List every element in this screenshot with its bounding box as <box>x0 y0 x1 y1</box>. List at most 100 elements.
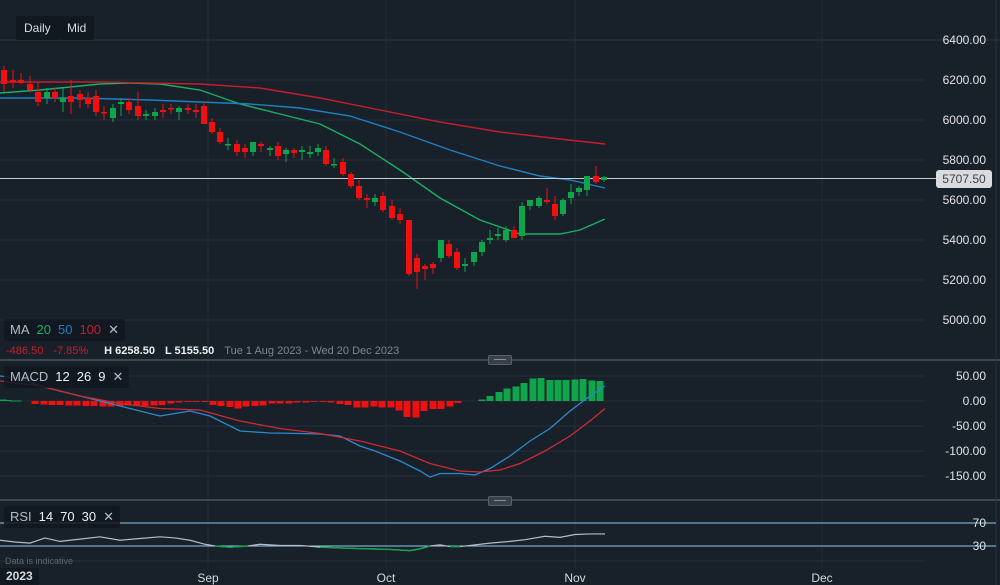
macd-histogram-bar <box>31 401 39 404</box>
macd-histogram-bar <box>437 401 445 409</box>
candle-body <box>250 142 256 152</box>
candle-body <box>568 192 574 198</box>
change-percent: -7.85% <box>53 345 89 357</box>
macd-histogram-bar <box>454 401 462 403</box>
macd-histogram-bar <box>361 401 369 408</box>
month-label: Dec <box>811 571 833 585</box>
candle-body <box>143 114 149 116</box>
remove-rsi-close-icon[interactable]: ✕ <box>103 509 114 524</box>
macd-tick: -150.00 <box>945 469 986 483</box>
rsi-oversold-segment <box>229 545 249 548</box>
macd-histogram-bar <box>310 401 318 402</box>
candle-body <box>1 70 7 84</box>
candle-body <box>552 204 558 216</box>
pane-resize-handle[interactable] <box>488 496 512 506</box>
candle-body <box>560 200 566 214</box>
macd-histogram-bar <box>403 401 411 417</box>
macd-histogram-bar <box>344 401 352 405</box>
macd-histogram-bar <box>327 401 335 403</box>
candle-body <box>519 206 525 236</box>
candle-body <box>160 110 166 112</box>
price-tick: 6400.00 <box>942 33 986 47</box>
rsi-period: 14 <box>38 509 54 524</box>
candle-body <box>52 92 58 98</box>
price-tick: 6200.00 <box>942 73 986 87</box>
candle-body <box>258 144 264 146</box>
interval-daily-button[interactable]: Daily <box>16 16 59 40</box>
candle-body <box>406 220 412 274</box>
candle-body <box>118 102 124 104</box>
rsi-legend: RSI 14 70 30 ✕ <box>4 506 120 528</box>
macd-histogram-bar <box>486 396 494 401</box>
moving-average-line <box>0 97 606 189</box>
macd-histogram-bar <box>395 401 403 411</box>
candle-body <box>44 92 50 98</box>
candle-body <box>101 112 107 114</box>
macd-histogram-bar <box>73 401 81 406</box>
macd-line <box>0 375 606 478</box>
candle-body <box>176 108 182 112</box>
candle-body <box>471 252 477 262</box>
price-tick: 6000.00 <box>942 113 986 127</box>
candle-body <box>397 214 403 220</box>
rsi-label: RSI <box>10 509 32 524</box>
date-range: Tue 1 Aug 2023 - Wed 20 Dec 2023 <box>224 345 400 357</box>
macd-histogram-bar <box>40 401 48 405</box>
macd-histogram-bar <box>4 400 12 401</box>
macd-histogram-bar <box>285 401 293 404</box>
macd-signal: 9 <box>98 369 106 384</box>
macd-histogram-bar <box>562 380 570 401</box>
price-mid-button[interactable]: Mid <box>59 16 95 40</box>
candle-body <box>242 148 248 152</box>
candle-body <box>35 92 41 102</box>
rsi-oversold-segment <box>349 547 371 550</box>
remove-macd-close-icon[interactable]: ✕ <box>112 369 124 384</box>
price-tick: 5400.00 <box>942 233 986 247</box>
macd-histogram-bar <box>387 401 395 408</box>
candle-body <box>372 198 378 202</box>
ma-label: MA <box>10 322 30 337</box>
macd-histogram-bar <box>82 401 90 406</box>
macd-histogram-bar <box>234 401 242 409</box>
remove-ma-close-icon[interactable]: ✕ <box>108 322 120 337</box>
ma100-period: 100 <box>79 322 102 337</box>
candle-body <box>315 148 321 152</box>
macd-histogram-bar <box>446 401 454 407</box>
macd-histogram-bar <box>529 378 537 401</box>
low-value: L 5155.50 <box>164 345 215 357</box>
candle-body <box>331 164 337 166</box>
candle-body <box>217 132 223 142</box>
macd-histogram-bar <box>150 401 158 406</box>
candle-body <box>168 108 174 110</box>
year-label: 2023 <box>0 568 39 585</box>
candle-body <box>77 94 83 100</box>
price-tick: 5000.00 <box>942 313 986 327</box>
pane-resize-handle[interactable] <box>488 355 512 365</box>
rsi-oversold-segment <box>389 548 411 552</box>
current-price-tag: 5707.50 <box>936 170 992 188</box>
candle-body <box>340 162 346 174</box>
macd-histogram-bar <box>588 380 596 401</box>
price-tick: 5200.00 <box>942 273 986 287</box>
candle-body <box>307 152 313 154</box>
candle-body <box>185 108 191 110</box>
change-value: -486.50 <box>6 345 44 357</box>
candle-body <box>193 110 199 112</box>
candle-body <box>291 150 297 153</box>
macd-histogram-bar <box>302 401 310 403</box>
macd-line <box>0 380 606 473</box>
macd-histogram-bar <box>596 381 604 401</box>
ma20-period: 20 <box>36 322 51 337</box>
macd-histogram-bar <box>571 379 579 401</box>
rsi-oversold-segment <box>334 547 351 549</box>
candle-body <box>511 230 517 238</box>
candle-body <box>430 264 436 268</box>
candle-body <box>593 176 599 182</box>
candle-body <box>479 242 485 252</box>
candle-body <box>495 234 501 236</box>
macd-histogram-bar <box>554 380 562 401</box>
candle-body <box>126 102 132 110</box>
macd-histogram-bar <box>201 401 209 402</box>
candle-body <box>527 200 533 206</box>
